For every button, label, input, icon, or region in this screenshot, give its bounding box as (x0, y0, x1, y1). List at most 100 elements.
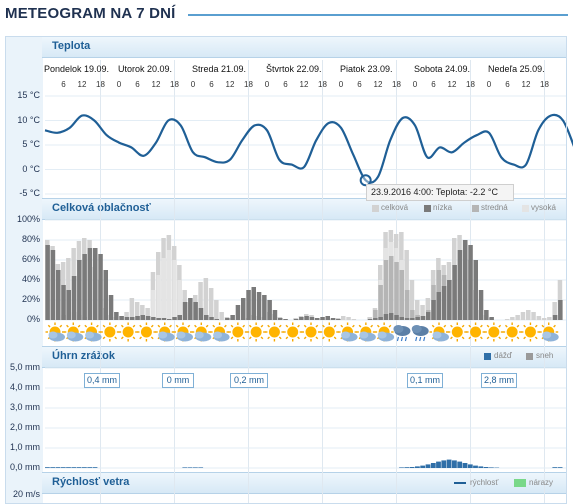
cloud-legend-label: nízka (433, 203, 453, 212)
cloud-bar (129, 298, 135, 320)
rain-bar (45, 467, 50, 468)
rain-bar (557, 467, 563, 468)
cloud-bar (478, 290, 484, 320)
hour-label: 18 (318, 80, 327, 89)
precipitation-axis-label: 2,0 mm (9, 422, 40, 432)
cloud-bar (378, 317, 383, 320)
rain-bar (483, 467, 489, 468)
sun-cloud-icon (45, 322, 65, 342)
hour-label: 6 (209, 80, 214, 89)
sun-icon (502, 322, 522, 342)
rain-bar (430, 463, 436, 468)
sun-icon (301, 322, 321, 342)
cloud-bar (56, 270, 61, 320)
cloud-bar (473, 260, 478, 320)
sun-icon (484, 322, 504, 342)
cloud-bar (177, 315, 182, 320)
rain-bar (441, 460, 447, 468)
temperature-axis-label: 0 °C (22, 163, 40, 174)
temperature-axis-label: 5 °C (22, 139, 40, 149)
cloud-bar (341, 316, 346, 320)
cloud-bar (177, 280, 182, 320)
cloud-axis-label: 0% (26, 314, 40, 324)
cloud-bar (415, 300, 420, 320)
hour-label: 18 (170, 80, 179, 89)
cloud-bar (272, 310, 278, 320)
rain-bar (55, 467, 61, 468)
rain-bar (66, 467, 71, 468)
sun-icon (466, 322, 486, 342)
cloud-bar (93, 248, 98, 320)
cloud-bar (410, 318, 415, 320)
sun-cloud-icon (63, 322, 84, 342)
wind-axis-label: 20 m/s (12, 489, 40, 499)
cloud-bar (552, 302, 557, 320)
cloud-bar (409, 280, 415, 320)
cloud-bar (167, 250, 172, 320)
cloud-bar (156, 275, 161, 320)
rain-bar (446, 459, 452, 468)
sun-cloud-icon (82, 322, 102, 342)
cloud-bar (145, 316, 151, 320)
cloud-bar (182, 302, 188, 320)
day-label: Nedeľa 25.09. (488, 64, 545, 74)
cloud-legend-swatch (372, 205, 379, 212)
cloud-bar (351, 319, 357, 320)
cloud-bar (193, 302, 198, 320)
cloud-axis-label: 40% (21, 274, 40, 284)
sun-icon (447, 322, 467, 342)
cloud-bar (336, 319, 341, 320)
cloud-bar (389, 313, 394, 320)
cloud-legend-swatch (472, 205, 479, 212)
cloud-bar (394, 262, 399, 320)
cloud-bar (156, 318, 161, 320)
rain-bar (467, 464, 473, 468)
sun-icon (136, 322, 156, 342)
cloud-bar (161, 258, 167, 320)
cloud-bar (510, 317, 515, 320)
highlighted-point (359, 174, 372, 187)
cloud-bar (484, 310, 489, 320)
hour-label: 0 (338, 80, 344, 89)
cloud-bar (504, 319, 510, 320)
hour-label: 0 (412, 80, 418, 89)
cloud-bar (134, 302, 140, 320)
cloud-bar (61, 285, 66, 320)
cloud-legend-label: stredná (481, 203, 508, 212)
precipitation-axis-label: 3,0 mm (9, 402, 40, 412)
cloud-bar (383, 314, 389, 320)
cloud-bar (367, 319, 373, 320)
cloud-bar (404, 290, 410, 320)
cloud-bar (547, 317, 552, 320)
cloud-bar (45, 245, 50, 320)
cloud-bar (151, 317, 156, 320)
cloud-bar (346, 317, 351, 320)
cloud-axis-label: 100% (16, 214, 40, 224)
cloud-bar (140, 315, 145, 320)
hour-label: 0 (116, 80, 122, 89)
day-label: Utorok 20.09. (118, 64, 173, 74)
temperature-tooltip: 23.9.2016 4:00: Teplota: -2.2 °C (366, 184, 514, 201)
temperature-line (44, 113, 573, 184)
cloud-axis-label: 60% (21, 254, 40, 264)
cloud-bar (172, 260, 177, 320)
cloud-bar (124, 312, 129, 320)
sun-cloud-icon (173, 322, 193, 342)
cloud-bar (114, 312, 119, 320)
cloud-bar (198, 308, 204, 320)
day-label: Sobota 24.09. (414, 64, 471, 74)
cloud-bar (198, 282, 203, 320)
cloud-bar (167, 319, 172, 320)
rain-bar (436, 461, 441, 468)
precipitation-axis-label: 1,0 mm (9, 442, 40, 452)
cloud-bar (219, 312, 224, 320)
cloud-bar (278, 318, 283, 320)
cloud-legend-swatch (522, 205, 529, 212)
cloud-bar (447, 280, 452, 320)
rain-bar (452, 460, 457, 468)
hour-label: 12 (447, 80, 457, 89)
cloud-bar (124, 317, 130, 320)
cloud-bar (299, 317, 304, 320)
rain-bar (198, 467, 204, 468)
